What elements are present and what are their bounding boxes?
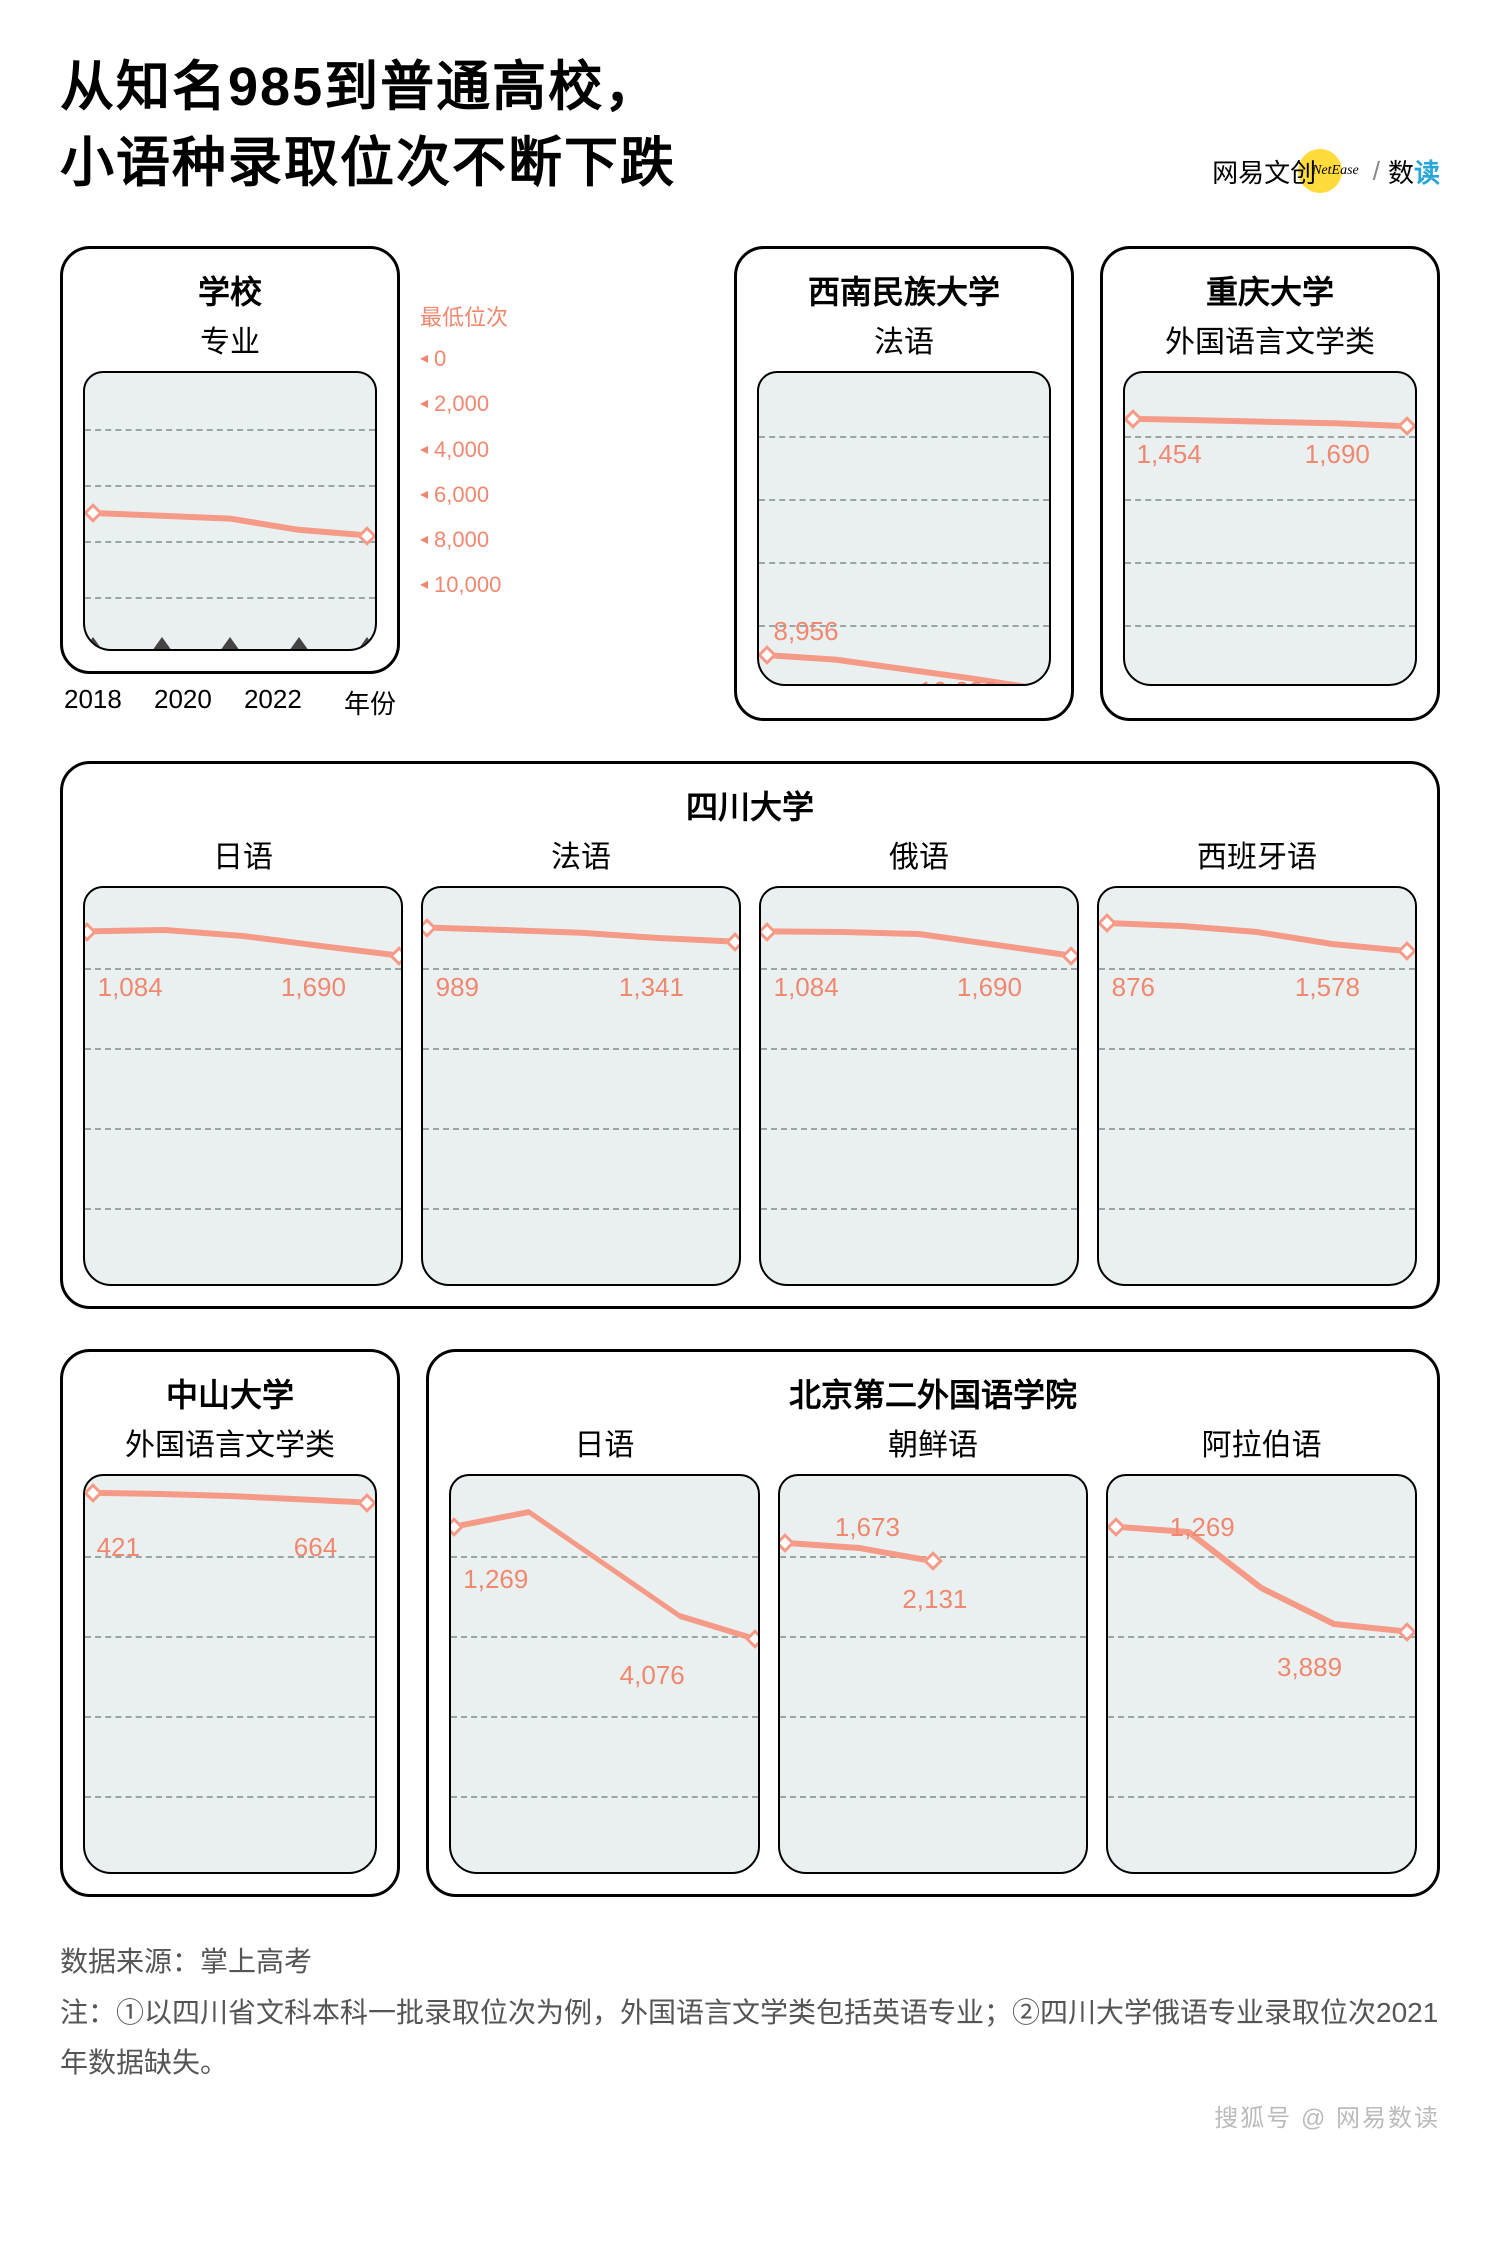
chart-zsdx-foreign: 421664 [83, 1474, 377, 1874]
chart-bjw-2: 1,2693,889 [1106, 1474, 1417, 1874]
major-title: 朝鲜语 [778, 1420, 1089, 1464]
chart-xnmz-french: 8,95610,033 [757, 371, 1051, 686]
major-title: 俄语 [759, 832, 1079, 876]
legend-school-title: 学校 [83, 267, 377, 313]
major-title: 外国语言文学类 [83, 1420, 377, 1464]
legend-panel: 学校 专业 2018 2020 2022 年份 最低位次◂0◂2,000◂4,0… [60, 246, 620, 721]
row-3: 中山大学 外国语言文学类 421664 北京第二外国语学院 日语 1,2694,0… [60, 1349, 1440, 1897]
chart-scdx-1: 9891,341 [421, 886, 741, 1286]
brand-shudu: 数读 [1388, 153, 1440, 190]
brand-badge: 网易文创 NetEase / 数读 [1212, 149, 1440, 193]
title-line-2: 小语种录取位次不断下跌 [60, 126, 676, 202]
major-title: 法语 [757, 317, 1051, 361]
footnote: 注：①以四川省文科本科一批录取位次为例，外国语言文学类包括英语专业；②四川大学俄… [60, 1988, 1440, 2089]
row-2: 四川大学 日语1,0841,690法语9891,341俄语1,0841,690西… [60, 761, 1440, 1309]
header: 从知名985到普通高校， 小语种录取位次不断下跌 网易文创 NetEase / … [60, 50, 1440, 201]
major-title: 阿拉伯语 [1106, 1420, 1417, 1464]
school-title: 西南民族大学 [757, 267, 1051, 313]
chart-bjw-0: 1,2694,076 [449, 1474, 760, 1874]
scdx-sub-1: 法语 9891,341 [421, 832, 741, 1286]
scdx-sub-0: 日语 1,0841,690 [83, 832, 403, 1286]
panel-zsdx: 中山大学 外国语言文学类 421664 [60, 1349, 400, 1897]
scdx-sub-2: 俄语 1,0841,690 [759, 832, 1079, 1286]
page-title: 从知名985到普通高校， 小语种录取位次不断下跌 [60, 50, 676, 201]
major-title: 日语 [83, 832, 403, 876]
scdx-subrow: 日语 1,0841,690 法语 9891,341 俄语 1,0841,690 西班牙语 87… [83, 832, 1417, 1286]
brand-en: NetEase [1312, 163, 1359, 179]
panel-cqdx: 重庆大学 外国语言文学类 1,4541,690 [1100, 246, 1440, 721]
chart-scdx-2: 1,0841,690 [759, 886, 1079, 1286]
legend-x-axis: 2018 2020 2022 年份 [60, 674, 400, 721]
school-title: 四川大学 [83, 782, 1417, 828]
row-1: 学校 专业 2018 2020 2022 年份 最低位次◂0◂2,000◂4,0… [60, 246, 1440, 721]
legend-major-title: 专业 [83, 317, 377, 361]
chart-bjw-1: 1,6732,131 [778, 1474, 1089, 1874]
major-title: 西班牙语 [1097, 832, 1417, 876]
bjw-subrow: 日语 1,2694,076 朝鲜语 1,6732,131 阿拉伯语 1,2693,889 [449, 1420, 1417, 1874]
brand-slash: / [1373, 156, 1380, 187]
chart-scdx-3: 8761,578 [1097, 886, 1417, 1286]
chart-scdx-0: 1,0841,690 [83, 886, 403, 1286]
major-title: 日语 [449, 1420, 760, 1464]
brand-cn: 网易文创 [1212, 153, 1316, 190]
panel-bjw: 北京第二外国语学院 日语 1,2694,076 朝鲜语 1,6732,131 阿拉伯语 1… [426, 1349, 1440, 1897]
watermark: 搜狐号 @ 网易数读 [60, 2098, 1440, 2133]
school-title: 中山大学 [83, 1370, 377, 1416]
scdx-sub-3: 西班牙语 8761,578 [1097, 832, 1417, 1286]
chart-cqdx-foreign: 1,4541,690 [1123, 371, 1417, 686]
legend-y-axis: 最低位次◂0◂2,000◂4,000◂6,000◂8,000◂10,000 [420, 268, 508, 608]
school-title: 北京第二外国语学院 [449, 1370, 1417, 1416]
school-title: 重庆大学 [1123, 267, 1417, 313]
bjw-sub-2: 阿拉伯语 1,2693,889 [1106, 1420, 1417, 1874]
footer-notes: 数据来源：掌上高考 注：①以四川省文科本科一批录取位次为例，外国语言文学类包括英… [60, 1937, 1440, 2088]
bjw-sub-1: 朝鲜语 1,6732,131 [778, 1420, 1089, 1874]
legend-chart [83, 371, 377, 651]
title-line-1: 从知名985到普通高校， [60, 50, 676, 126]
panel-scdx: 四川大学 日语1,0841,690法语9891,341俄语1,0841,690西… [60, 761, 1440, 1309]
major-title: 法语 [421, 832, 741, 876]
panel-xnmz: 西南民族大学 法语 8,95610,033 [734, 246, 1074, 721]
data-source: 数据来源：掌上高考 [60, 1937, 1440, 1987]
major-title: 外国语言文学类 [1123, 317, 1417, 361]
bjw-sub-0: 日语 1,2694,076 [449, 1420, 760, 1874]
